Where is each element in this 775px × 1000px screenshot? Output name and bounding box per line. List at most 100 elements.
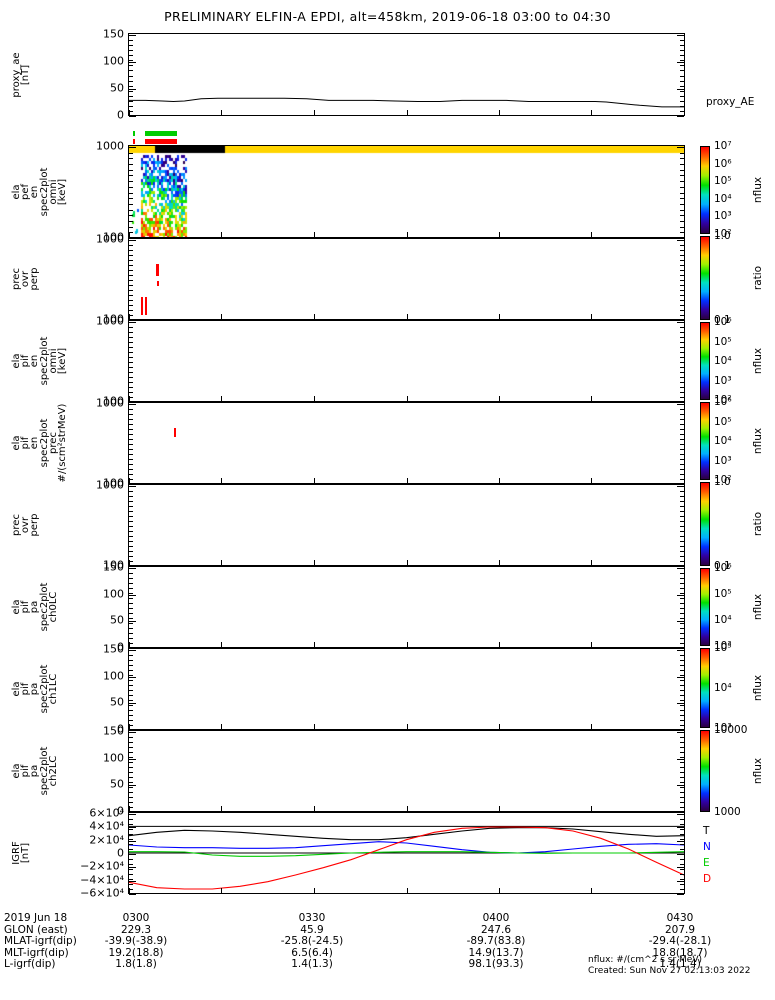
y-minor-tick xyxy=(680,275,684,276)
bottom-row-label: GLON (east) xyxy=(4,923,68,936)
y-minor-tick xyxy=(129,772,133,773)
colorbar-tick-label: 10³ xyxy=(714,454,732,467)
y-minor-tick xyxy=(680,86,684,87)
colorbar-title: nflux xyxy=(752,347,764,375)
y-minor-tick xyxy=(680,404,684,405)
y-tick-label: 50 xyxy=(110,777,124,791)
panel-plot-area xyxy=(129,567,684,647)
colorbar-tick-label: 10⁵ xyxy=(714,335,732,348)
y-tick-mark xyxy=(129,62,136,63)
bottom-row-label: MLT-igrf(dip) xyxy=(4,946,69,959)
x-tick-mark xyxy=(407,888,408,893)
y-minor-tick xyxy=(680,245,684,246)
y-minor-tick xyxy=(129,710,133,711)
x-tick-mark xyxy=(684,110,685,115)
y-minor-tick xyxy=(129,106,133,107)
y-minor-tick xyxy=(129,725,133,726)
y-minor-tick xyxy=(680,347,684,348)
y-tick-mark xyxy=(129,881,136,882)
bottom-time-0400: 0400 xyxy=(482,912,510,924)
y-minor-tick xyxy=(680,670,684,671)
bottom-cell-mlat: -39.9(-38.9) xyxy=(104,935,168,948)
colorbar-cb2 xyxy=(700,236,710,320)
y-axis-label-proxy-ae: proxy_ae [nT] xyxy=(0,33,60,116)
colorbar-tick-label: 10⁵ xyxy=(714,642,732,654)
panel-plot-area xyxy=(129,34,684,115)
y-minor-tick xyxy=(129,270,133,271)
colorbar-tick-label: 10³ xyxy=(714,640,732,652)
y-minor-tick xyxy=(680,479,684,480)
y-minor-tick xyxy=(129,164,133,165)
y-minor-tick xyxy=(680,608,684,609)
x-tick-mark xyxy=(684,806,685,811)
y-minor-tick xyxy=(129,660,133,661)
y-minor-tick xyxy=(129,429,133,430)
y-minor-tick xyxy=(129,670,133,671)
x-tick-mark xyxy=(591,560,592,565)
y-tick-label: −6×10⁴ xyxy=(80,886,124,900)
colorbar-tick-label: 10⁴ xyxy=(714,355,732,367)
y-tick-label: 100 xyxy=(103,312,124,326)
igrf-trace-IGRF_T xyxy=(129,827,684,841)
y-minor-tick xyxy=(129,327,133,328)
x-tick-mark xyxy=(684,396,685,401)
y-minor-tick xyxy=(129,265,133,266)
footer-units: nflux: #/(cm^2 s sr MeV) xyxy=(588,955,702,965)
y-tick-label: 2×10⁴ xyxy=(89,833,124,847)
y-minor-tick xyxy=(680,240,684,241)
y-minor-tick xyxy=(680,747,684,748)
y-minor-tick xyxy=(680,638,684,639)
bottom-row-label: MLAT-igrf(dip) xyxy=(4,935,77,948)
y-minor-tick xyxy=(680,690,684,691)
y-minor-tick xyxy=(129,556,133,557)
y-minor-tick xyxy=(680,459,684,460)
y-minor-tick xyxy=(129,643,133,644)
bottom-cell-mlat: -89.7(83.8) xyxy=(466,935,526,948)
y-minor-tick xyxy=(680,397,684,398)
y-minor-tick xyxy=(129,496,133,497)
y-tick-label: 1000 xyxy=(96,314,124,328)
y-minor-tick xyxy=(680,372,684,373)
y-minor-tick xyxy=(680,737,684,738)
y-minor-tick xyxy=(680,603,684,604)
y-minor-tick xyxy=(680,695,684,696)
y-tick-mark xyxy=(677,89,684,90)
y-minor-tick xyxy=(129,864,133,865)
y-tick-mark xyxy=(677,785,684,786)
y-minor-tick xyxy=(129,170,133,171)
y-minor-tick xyxy=(129,479,133,480)
x-tick-mark xyxy=(684,724,685,729)
y-minor-tick xyxy=(129,367,133,368)
y-minor-tick xyxy=(680,70,684,71)
colorbar-tick-label: 10⁴ xyxy=(714,435,732,447)
y-minor-tick xyxy=(680,613,684,614)
y-tick-label: 1000 xyxy=(96,478,124,492)
prec-ratio-mark xyxy=(156,264,159,276)
y-minor-tick xyxy=(680,40,684,41)
x-tick-mark xyxy=(591,806,592,811)
x-tick-mark xyxy=(591,314,592,319)
bottom-cell-l: 1.4(1.4) xyxy=(659,958,701,971)
y-minor-tick xyxy=(129,695,133,696)
colorbar-tick-label: 1000 xyxy=(714,806,741,818)
y-minor-tick xyxy=(129,414,133,415)
y-tick-mark xyxy=(677,62,684,63)
colorbar-tick-label: 10³ xyxy=(714,210,732,223)
y-minor-tick xyxy=(129,459,133,460)
y-minor-tick xyxy=(129,889,133,890)
y-minor-tick xyxy=(680,894,684,895)
y-minor-tick xyxy=(680,819,684,820)
y-minor-tick xyxy=(129,275,133,276)
colorbar-tick-label: 10⁵ xyxy=(714,415,732,428)
y-minor-tick xyxy=(680,491,684,492)
y-minor-tick xyxy=(680,76,684,77)
igrf-traces xyxy=(129,825,684,890)
y-minor-tick xyxy=(129,474,133,475)
panel-pif-prec-ovr-perp xyxy=(128,484,685,567)
y-minor-tick xyxy=(680,164,684,165)
y-minor-tick xyxy=(129,834,133,835)
y-minor-tick xyxy=(129,720,133,721)
y-minor-tick xyxy=(129,608,133,609)
x-tick-mark xyxy=(407,232,408,237)
y-minor-tick xyxy=(129,280,133,281)
